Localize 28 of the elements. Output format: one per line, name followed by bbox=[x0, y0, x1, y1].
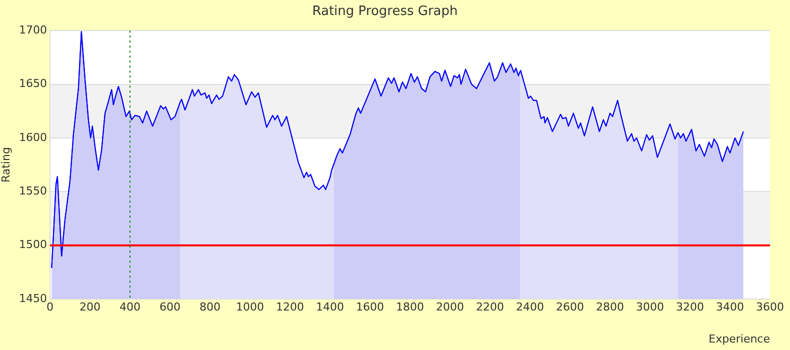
y-tick-label: 1700 bbox=[19, 23, 47, 36]
x-tick-label: 3200 bbox=[676, 300, 704, 314]
y-tick-label: 1550 bbox=[19, 184, 47, 198]
x-tick-label: 1400 bbox=[316, 300, 344, 314]
x-tick-label: 3400 bbox=[716, 300, 744, 314]
x-tick-label: 1600 bbox=[356, 300, 384, 314]
y-axis-title: Rating bbox=[0, 147, 12, 183]
x-tick-label: 1000 bbox=[236, 300, 264, 314]
x-tick-label: 0 bbox=[46, 300, 54, 314]
x-tick-label: 400 bbox=[120, 300, 140, 314]
x-tick-label: 2600 bbox=[556, 300, 584, 314]
x-tick-label: 2400 bbox=[516, 300, 544, 314]
x-tick-label: 600 bbox=[160, 300, 180, 314]
y-tick-label: 1500 bbox=[19, 238, 47, 252]
x-tick-label: 3000 bbox=[636, 300, 664, 314]
y-tick-label: 1450 bbox=[19, 292, 47, 305]
x-axis-title: Experience bbox=[708, 332, 770, 346]
x-tick-label: 2200 bbox=[476, 300, 504, 314]
x-tick-label: 800 bbox=[200, 300, 220, 314]
x-tick-label: 2000 bbox=[436, 300, 464, 314]
y-tick-label: 1600 bbox=[19, 130, 47, 144]
y-tick-label: 1650 bbox=[19, 77, 47, 90]
x-tick-label: 2800 bbox=[596, 300, 624, 314]
chart-title: Rating Progress Graph bbox=[312, 4, 458, 20]
x-tick-label: 1200 bbox=[276, 300, 304, 314]
x-tick-label: 3600 bbox=[756, 300, 784, 314]
x-tick-label: 1800 bbox=[396, 300, 424, 314]
x-tick-label: 200 bbox=[80, 300, 100, 314]
